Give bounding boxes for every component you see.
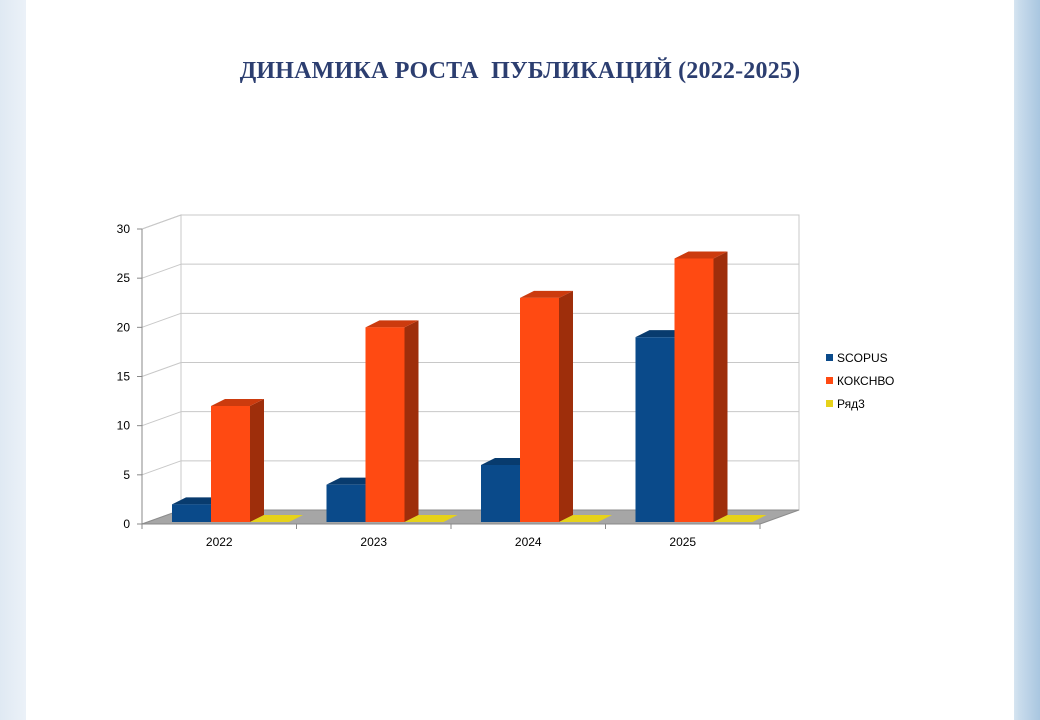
y-tick-label: 10	[117, 419, 131, 433]
legend-label: КОКСНВО	[837, 373, 895, 388]
bar-ряд3-2025	[713, 515, 767, 522]
legend-label: SCOPUS	[837, 350, 888, 365]
bar-scopus-2023	[326, 484, 366, 522]
chart-title: ДИНАМИКА РОСТА ПУБЛИКАЦИЙ (2022-2025)	[239, 58, 801, 84]
bar-scopus-2022	[172, 504, 211, 522]
bar-кокснво-2024	[520, 297, 559, 522]
x-tick-label: 2025	[669, 535, 696, 549]
gridline-side	[141, 411, 182, 427]
bar-ряд3-2023	[404, 515, 458, 522]
x-tick-label: 2022	[206, 535, 233, 549]
y-tick-label: 20	[117, 320, 131, 334]
legend-item: SCOPUS	[826, 346, 894, 369]
gridline-side	[141, 460, 182, 476]
bar-side	[713, 251, 728, 522]
legend-label: Ряд3	[837, 396, 865, 411]
bar-top	[365, 320, 419, 328]
bar-scopus-2025	[635, 337, 675, 522]
y-tick-label: 5	[123, 468, 130, 482]
bar-side	[404, 320, 419, 522]
chart-legend: SCOPUS КОКСНВО Ряд3	[826, 346, 894, 415]
gridline-side	[141, 263, 182, 279]
bar-ряд3-2024	[559, 515, 612, 522]
y-tick-label: 30	[117, 222, 131, 236]
bar-side	[250, 399, 264, 522]
y-tick-label: 25	[117, 271, 131, 285]
y-tick-label: 0	[123, 517, 130, 531]
bar-side	[559, 290, 573, 522]
x-tick-label: 2024	[515, 535, 542, 549]
bar-top	[211, 399, 264, 406]
bar-кокснво-2023	[365, 327, 405, 522]
x-tick-label: 2023	[360, 535, 387, 549]
legend-swatch	[826, 354, 833, 361]
bar-top	[520, 290, 573, 298]
bar-top	[674, 251, 728, 259]
legend-swatch	[826, 377, 833, 384]
gridline-side	[141, 214, 182, 230]
legend-swatch	[826, 400, 833, 407]
bar-scopus-2024	[481, 465, 520, 522]
legend-item: КОКСНВО	[826, 369, 894, 392]
gridline-side	[141, 312, 182, 328]
bar-ряд3-2022	[250, 515, 303, 522]
legend-item: Ряд3	[826, 392, 894, 415]
y-tick-label: 15	[117, 370, 131, 384]
bar-кокснво-2022	[211, 406, 250, 522]
bar-кокснво-2025	[674, 258, 714, 522]
gridline-side	[141, 362, 182, 377]
